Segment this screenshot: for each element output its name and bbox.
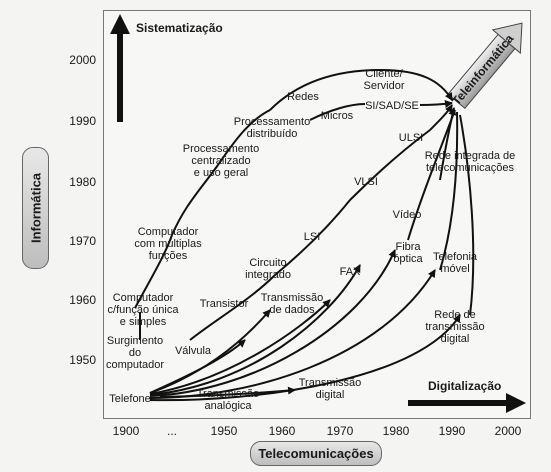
curve-processamento [217,109,271,166]
label-cliente-servidor: Cliente/Servidor [364,68,405,92]
curve-rede-digital-teleinfo [459,114,475,316]
curve-cliente-teleinfo [379,69,453,101]
digitalizacao-label: Digitalização [428,379,501,393]
curve-telefone-telefonia [149,269,436,399]
label-micros: Micros [321,110,354,122]
curve-telefone-transistor [149,309,271,394]
label-processamento-centralizado: Processamento centralizado e uso geral [183,143,259,179]
y-tick-2000: 2000 [69,53,96,67]
label-computador-funcao-unica: Computador c/função única e simples [108,292,180,328]
curve-telefone-fibra [149,249,396,397]
curve-telefone-transmissao-dados [149,299,331,395]
y-tick-1960: 1960 [69,293,96,307]
x-tick-1900: 1900 [112,424,140,438]
diagram-labels: Cliente/Servidor Redes SI/SAD/SE Micros … [106,68,515,412]
label-vlsi: VLSI [354,176,378,188]
x-tick-1990: 1990 [438,424,466,438]
label-video: Vídeo [393,209,422,221]
curve-redes-cliente [269,69,381,111]
x-tick-1970: 1970 [326,424,354,438]
label-transmissao-digital: Transmissão digital [299,377,362,401]
curve-transmissao-analogica [159,386,296,398]
curve-si-teleinfo [419,100,453,108]
y-tick-1990: 1990 [69,114,96,128]
label-processamento-distribuido: Processamento distribuído [234,116,310,140]
x-tick-1980: 1980 [382,424,410,438]
sistematizacao-label: Sistematização [136,21,223,35]
label-surgimento-computador: Surgimento do computador [106,335,164,371]
curve-computador-multiplas [171,164,219,236]
teleinformatica-arrow: Teleinformática [447,22,523,110]
diagram-frame [103,10,531,419]
label-fax: FAX [340,266,361,278]
y-tick-1970: 1970 [69,234,96,248]
tech-curves [134,69,475,341]
label-computador-multiplas: Computador com múltiplas funções [134,226,202,262]
telecomunicacoes-axis-pill: Telecomunicações [250,441,382,466]
label-lsi: LSI [304,231,321,243]
x-tick-1960: 1960 [268,424,296,438]
sistematizacao-arrow [110,14,130,122]
label-si-sad-se: SI/SAD/SE [365,100,419,112]
label-valvula: Válvula [175,345,212,357]
curve-computador-funcao-unica [134,234,173,309]
label-ulsi: ULSI [399,132,423,144]
x-tick-1950: 1950 [210,424,238,438]
evolution-curves [149,249,461,402]
curve-valvula-circuito [189,274,276,341]
label-transmissao-analogica: Transmissão analógica [197,388,260,412]
curve-vlsi-ulsi [349,129,431,201]
curve-micros-si [309,103,366,121]
curve-telefone-rede-digital [149,314,461,402]
label-rede-integrada: Rede integrada de telecomunicações [425,150,516,174]
label-transistor: Transistor [200,298,249,310]
label-telefone: Telefone [109,393,151,405]
label-redes: Redes [287,91,319,103]
digitalizacao-arrow [408,393,526,413]
informatica-axis-pill: Informática [22,147,49,269]
curve-telefone-fax [149,264,361,396]
label-telefonia-movel: Telefonia móvel [433,251,478,275]
x-tick-2000: 2000 [494,424,522,438]
label-rede-transmissao-digital: Rede de transmissão digital [425,309,484,345]
curve-telefonia-teleinfo [439,111,459,271]
y-tick-1980: 1980 [69,175,96,189]
curve-fibra-teleinfo [407,109,456,241]
label-circuito-integrado: Circuito integrado [245,257,291,281]
label-fibra-optica: Fibra óptica [393,241,423,265]
teleinformatica-label: Teleinformática [449,31,516,108]
label-transmissao-dados: Transmissão de dados [261,292,324,316]
x-tick-ellipsis: ... [166,424,177,438]
curve-circuito-vlsi [274,199,351,276]
y-tick-1950: 1950 [69,353,96,367]
